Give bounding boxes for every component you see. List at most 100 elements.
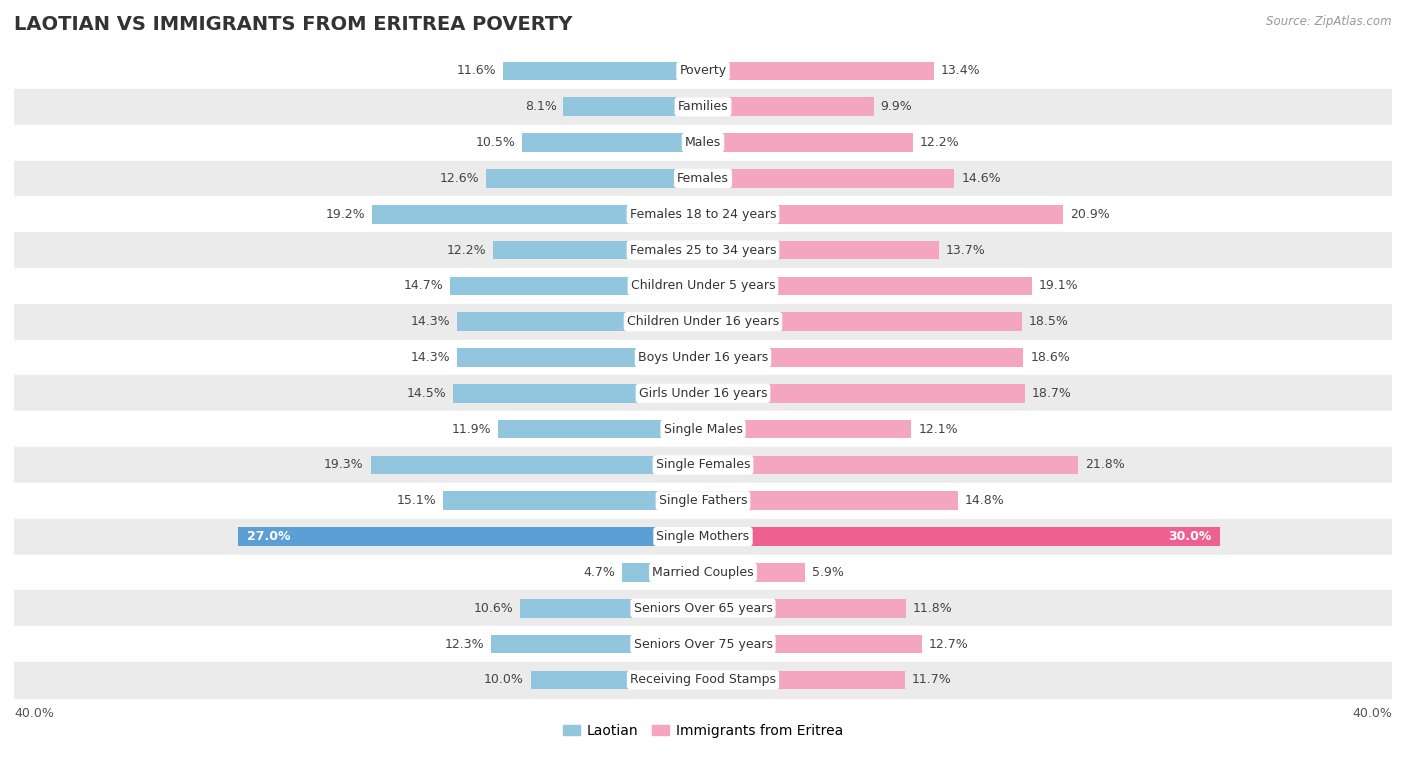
Text: 14.3%: 14.3%	[411, 315, 450, 328]
Bar	[14, 662, 1392, 698]
Bar	[703, 312, 1022, 331]
Text: Boys Under 16 years: Boys Under 16 years	[638, 351, 768, 364]
Text: 27.0%: 27.0%	[246, 530, 290, 543]
Text: 14.7%: 14.7%	[404, 280, 443, 293]
Text: 10.0%: 10.0%	[484, 673, 524, 686]
Bar	[703, 241, 939, 259]
Bar	[238, 528, 703, 546]
Bar	[14, 375, 1392, 412]
Bar	[703, 205, 1063, 224]
Text: 19.2%: 19.2%	[326, 208, 366, 221]
Text: 12.2%: 12.2%	[920, 136, 960, 149]
Text: 11.9%: 11.9%	[451, 423, 491, 436]
Text: Seniors Over 75 years: Seniors Over 75 years	[634, 637, 772, 650]
Text: 13.7%: 13.7%	[946, 243, 986, 256]
Bar	[564, 98, 703, 116]
Text: Receiving Food Stamps: Receiving Food Stamps	[630, 673, 776, 686]
Bar	[520, 599, 703, 618]
Text: Single Males: Single Males	[664, 423, 742, 436]
Text: 30.0%: 30.0%	[1168, 530, 1211, 543]
Bar	[491, 634, 703, 653]
Text: Poverty: Poverty	[679, 64, 727, 77]
Text: 10.6%: 10.6%	[474, 602, 513, 615]
Bar	[703, 348, 1024, 367]
Text: 8.1%: 8.1%	[524, 100, 557, 113]
Text: 12.2%: 12.2%	[446, 243, 486, 256]
Text: 4.7%: 4.7%	[583, 566, 616, 579]
Text: 11.6%: 11.6%	[457, 64, 496, 77]
Bar	[14, 590, 1392, 626]
Text: 12.1%: 12.1%	[918, 423, 957, 436]
Bar	[703, 98, 873, 116]
Bar	[371, 456, 703, 475]
Bar	[14, 53, 1392, 89]
Bar	[703, 671, 904, 689]
Text: Males: Males	[685, 136, 721, 149]
Bar	[453, 384, 703, 402]
Text: 19.3%: 19.3%	[323, 459, 364, 471]
Text: 40.0%: 40.0%	[1353, 706, 1392, 720]
Bar	[14, 232, 1392, 268]
Bar	[14, 518, 1392, 555]
Legend: Laotian, Immigrants from Eritrea: Laotian, Immigrants from Eritrea	[557, 719, 849, 744]
Bar	[14, 161, 1392, 196]
Text: Single Females: Single Females	[655, 459, 751, 471]
Text: 14.8%: 14.8%	[965, 494, 1004, 507]
Text: 18.6%: 18.6%	[1031, 351, 1070, 364]
Bar	[498, 420, 703, 438]
Text: 18.5%: 18.5%	[1029, 315, 1069, 328]
Text: 19.1%: 19.1%	[1039, 280, 1078, 293]
Bar	[703, 384, 1025, 402]
Bar	[703, 491, 957, 510]
Bar	[703, 528, 1219, 546]
Bar	[703, 599, 907, 618]
Text: Females 18 to 24 years: Females 18 to 24 years	[630, 208, 776, 221]
Bar	[14, 412, 1392, 447]
Text: Children Under 16 years: Children Under 16 years	[627, 315, 779, 328]
Text: 20.9%: 20.9%	[1070, 208, 1109, 221]
Text: 40.0%: 40.0%	[14, 706, 53, 720]
Bar	[14, 89, 1392, 125]
Text: Children Under 5 years: Children Under 5 years	[631, 280, 775, 293]
Text: Girls Under 16 years: Girls Under 16 years	[638, 387, 768, 399]
Bar	[14, 447, 1392, 483]
Bar	[503, 61, 703, 80]
Bar	[14, 626, 1392, 662]
Bar	[14, 483, 1392, 518]
Bar	[703, 634, 922, 653]
Bar	[703, 133, 912, 152]
Text: 14.6%: 14.6%	[962, 172, 1001, 185]
Bar	[494, 241, 703, 259]
Bar	[703, 169, 955, 188]
Text: LAOTIAN VS IMMIGRANTS FROM ERITREA POVERTY: LAOTIAN VS IMMIGRANTS FROM ERITREA POVER…	[14, 15, 572, 34]
Bar	[14, 196, 1392, 232]
Text: Source: ZipAtlas.com: Source: ZipAtlas.com	[1267, 15, 1392, 28]
Text: 21.8%: 21.8%	[1085, 459, 1125, 471]
Text: 14.5%: 14.5%	[406, 387, 446, 399]
Text: Females: Females	[678, 172, 728, 185]
Text: Single Fathers: Single Fathers	[659, 494, 747, 507]
Text: Families: Families	[678, 100, 728, 113]
Bar	[14, 125, 1392, 161]
Text: 12.6%: 12.6%	[440, 172, 479, 185]
Bar	[457, 348, 703, 367]
Bar	[703, 61, 934, 80]
Text: Married Couples: Married Couples	[652, 566, 754, 579]
Bar	[14, 340, 1392, 375]
Bar	[703, 420, 911, 438]
Text: 9.9%: 9.9%	[880, 100, 912, 113]
Text: 11.8%: 11.8%	[912, 602, 953, 615]
Bar	[443, 491, 703, 510]
Text: Females 25 to 34 years: Females 25 to 34 years	[630, 243, 776, 256]
Text: 11.7%: 11.7%	[911, 673, 950, 686]
Text: 14.3%: 14.3%	[411, 351, 450, 364]
Text: 15.1%: 15.1%	[396, 494, 436, 507]
Text: 10.5%: 10.5%	[475, 136, 515, 149]
Text: 13.4%: 13.4%	[941, 64, 980, 77]
Bar	[531, 671, 703, 689]
Text: Single Mothers: Single Mothers	[657, 530, 749, 543]
Bar	[703, 563, 804, 581]
Bar	[14, 268, 1392, 304]
Bar	[522, 133, 703, 152]
Bar	[373, 205, 703, 224]
